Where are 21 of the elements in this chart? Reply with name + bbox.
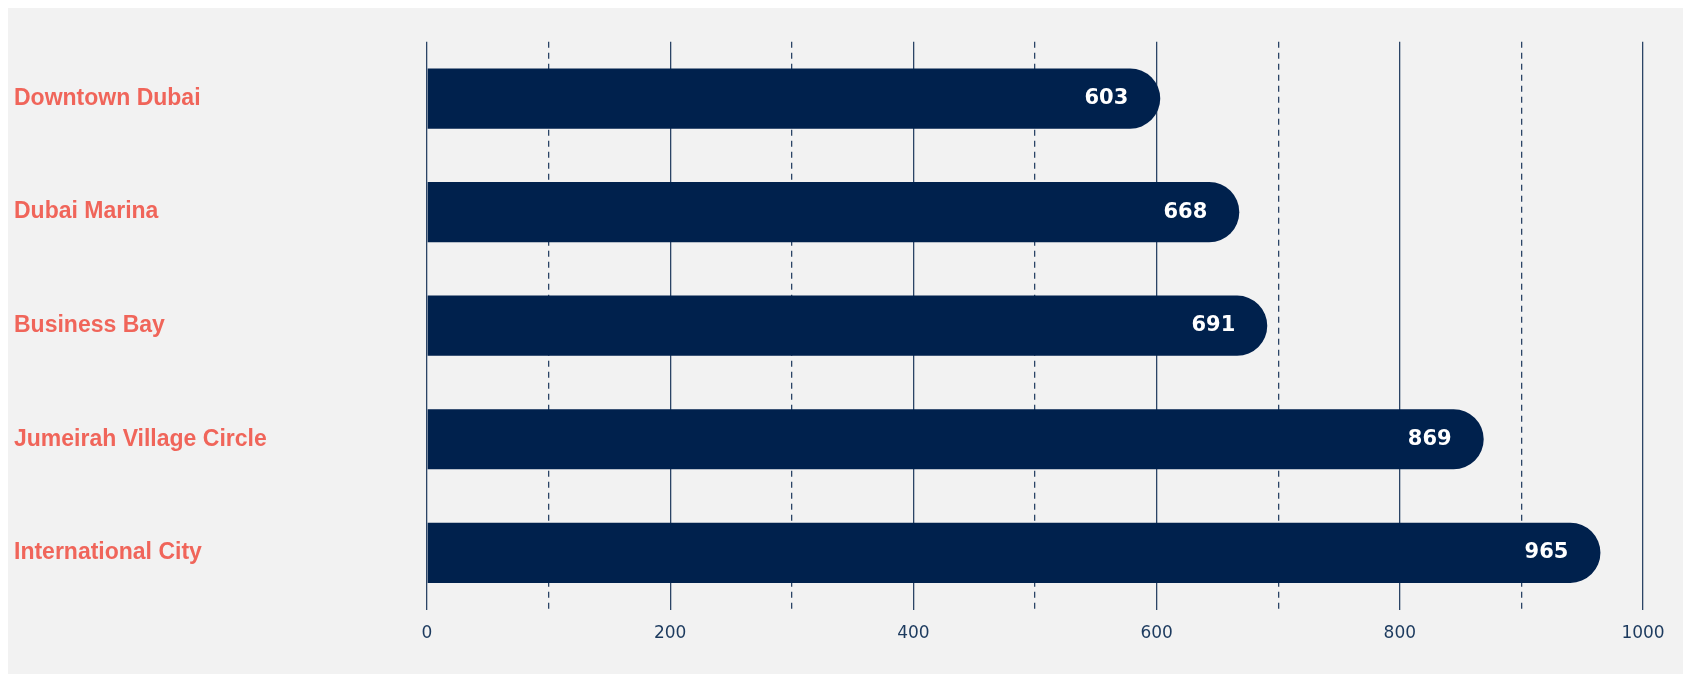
x-tick-label: 1000 <box>1621 622 1665 643</box>
y-tick-label: Business Bay <box>14 311 166 338</box>
bar <box>427 182 1240 243</box>
y-tick-label: Jumeirah Village Circle <box>14 424 267 451</box>
x-tick-label: 0 <box>421 622 433 643</box>
y-tick-label: International City <box>14 538 203 565</box>
data-label: 869 <box>1407 425 1452 450</box>
y-tick-label: Dubai Marina <box>14 197 159 224</box>
data-label: 965 <box>1524 539 1569 564</box>
data-label: 668 <box>1163 198 1208 223</box>
x-tick-label: 600 <box>1140 622 1173 643</box>
x-tick-label: 800 <box>1383 622 1417 643</box>
bar <box>427 68 1161 129</box>
x-tick-label: 200 <box>653 622 687 643</box>
data-label: 603 <box>1084 85 1129 110</box>
bar <box>427 522 1601 583</box>
y-tick-label: Downtown Dubai <box>14 83 201 110</box>
data-label: 691 <box>1191 312 1236 337</box>
bar <box>427 295 1268 356</box>
bar <box>427 409 1484 470</box>
x-tick-label: 400 <box>897 622 930 643</box>
